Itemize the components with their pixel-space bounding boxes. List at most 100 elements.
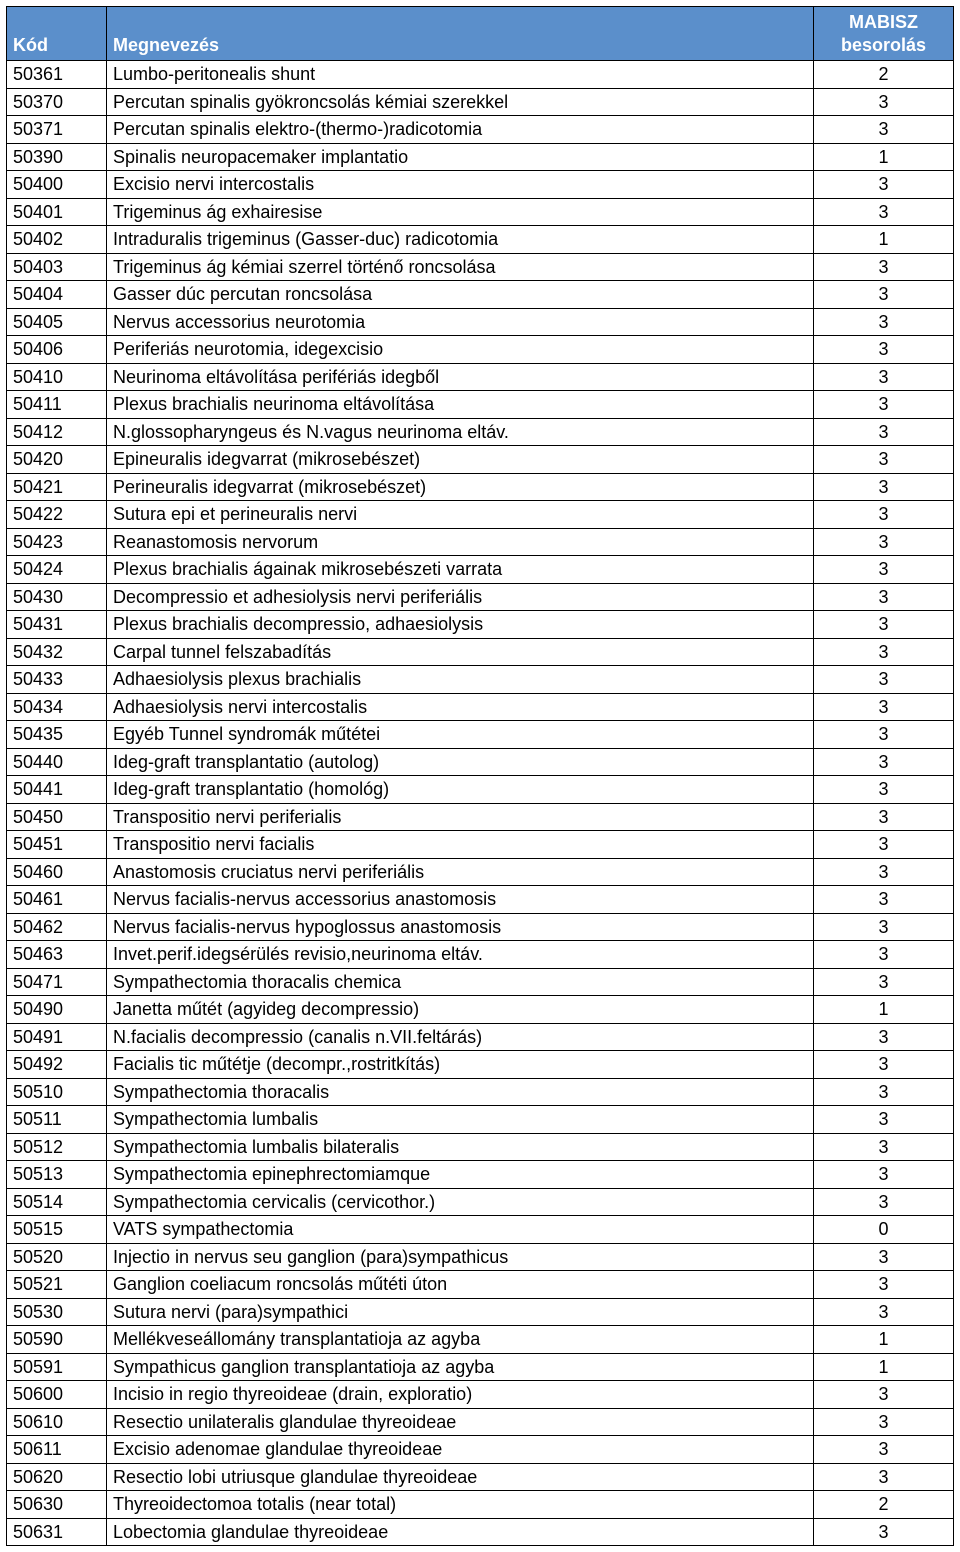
cell-class: 3 xyxy=(814,1051,954,1079)
cell-class: 3 xyxy=(814,446,954,474)
table-row: 50512Sympathectomia lumbalis bilateralis… xyxy=(7,1133,954,1161)
cell-name: N.facialis decompressio (canalis n.VII.f… xyxy=(107,1023,814,1051)
cell-name: Plexus brachialis ágainak mikrosebészeti… xyxy=(107,556,814,584)
table-row: 50412N.glossopharyngeus és N.vagus neuri… xyxy=(7,418,954,446)
cell-class: 3 xyxy=(814,1298,954,1326)
cell-name: Adhaesiolysis nervi intercostalis xyxy=(107,693,814,721)
cell-name: Egyéb Tunnel syndromák műtétei xyxy=(107,721,814,749)
cell-code: 50441 xyxy=(7,776,107,804)
cell-name: Facialis tic műtétje (decompr.,rostritkí… xyxy=(107,1051,814,1079)
cell-class: 3 xyxy=(814,1106,954,1134)
header-name: Megnevezés xyxy=(107,7,814,61)
cell-name: Sympathectomia lumbalis xyxy=(107,1106,814,1134)
cell-name: Epineuralis idegvarrat (mikrosebészet) xyxy=(107,446,814,474)
cell-class: 3 xyxy=(814,88,954,116)
cell-code: 50510 xyxy=(7,1078,107,1106)
table-row: 50405Nervus accessorius neurotomia3 xyxy=(7,308,954,336)
table-row: 50423Reanastomosis nervorum3 xyxy=(7,528,954,556)
table-row: 50401Trigeminus ág exhairesise3 xyxy=(7,198,954,226)
table-row: 50450Transpositio nervi periferialis3 xyxy=(7,803,954,831)
table-row: 50620Resectio lobi utriusque glandulae t… xyxy=(7,1463,954,1491)
table-row: 50461Nervus facialis-nervus accessorius … xyxy=(7,886,954,914)
cell-class: 3 xyxy=(814,693,954,721)
table-row: 50441Ideg-graft transplantatio (homológ)… xyxy=(7,776,954,804)
table-row: 50435Egyéb Tunnel syndromák műtétei3 xyxy=(7,721,954,749)
table-row: 50406Periferiás neurotomia, idegexcisio3 xyxy=(7,336,954,364)
cell-class: 1 xyxy=(814,1326,954,1354)
cell-class: 1 xyxy=(814,226,954,254)
cell-code: 50491 xyxy=(7,1023,107,1051)
table-row: 50630Thyreoidectomoa totalis (near total… xyxy=(7,1491,954,1519)
cell-code: 50511 xyxy=(7,1106,107,1134)
cell-class: 3 xyxy=(814,501,954,529)
cell-class: 3 xyxy=(814,363,954,391)
cell-code: 50492 xyxy=(7,1051,107,1079)
cell-class: 3 xyxy=(814,1463,954,1491)
data-table: Kód Megnevezés MABISZ besorolás 50361Lum… xyxy=(6,6,954,1546)
cell-class: 3 xyxy=(814,611,954,639)
cell-name: Excisio adenomae glandulae thyreoideae xyxy=(107,1436,814,1464)
cell-name: Ideg-graft transplantatio (homológ) xyxy=(107,776,814,804)
table-row: 50424Plexus brachialis ágainak mikrosebé… xyxy=(7,556,954,584)
cell-code: 50404 xyxy=(7,281,107,309)
table-header: Kód Megnevezés MABISZ besorolás xyxy=(7,7,954,61)
cell-class: 3 xyxy=(814,1188,954,1216)
cell-class: 2 xyxy=(814,1491,954,1519)
cell-name: Plexus brachialis decompressio, adhaesio… xyxy=(107,611,814,639)
cell-name: Thyreoidectomoa totalis (near total) xyxy=(107,1491,814,1519)
cell-class: 1 xyxy=(814,996,954,1024)
cell-class: 3 xyxy=(814,1078,954,1106)
cell-class: 1 xyxy=(814,143,954,171)
cell-name: Anastomosis cruciatus nervi periferiális xyxy=(107,858,814,886)
cell-name: Sympathectomia cervicalis (cervicothor.) xyxy=(107,1188,814,1216)
cell-class: 3 xyxy=(814,803,954,831)
cell-class: 3 xyxy=(814,308,954,336)
cell-code: 50630 xyxy=(7,1491,107,1519)
cell-class: 3 xyxy=(814,336,954,364)
cell-class: 3 xyxy=(814,638,954,666)
cell-code: 50461 xyxy=(7,886,107,914)
cell-name: N.glossopharyngeus és N.vagus neurinoma … xyxy=(107,418,814,446)
table-header-row: Kód Megnevezés MABISZ besorolás xyxy=(7,7,954,61)
cell-name: Reanastomosis nervorum xyxy=(107,528,814,556)
table-row: 50361Lumbo-peritonealis shunt2 xyxy=(7,61,954,89)
table-row: 50411Plexus brachialis neurinoma eltávol… xyxy=(7,391,954,419)
cell-code: 50432 xyxy=(7,638,107,666)
cell-code: 50424 xyxy=(7,556,107,584)
cell-code: 50423 xyxy=(7,528,107,556)
cell-code: 50421 xyxy=(7,473,107,501)
cell-name: Excisio nervi intercostalis xyxy=(107,171,814,199)
table-row: 50410Neurinoma eltávolítása perifériás i… xyxy=(7,363,954,391)
cell-code: 50440 xyxy=(7,748,107,776)
cell-code: 50520 xyxy=(7,1243,107,1271)
cell-name: Injectio in nervus seu ganglion (para)sy… xyxy=(107,1243,814,1271)
cell-name: Perineuralis idegvarrat (mikrosebészet) xyxy=(107,473,814,501)
table-row: 50511Sympathectomia lumbalis3 xyxy=(7,1106,954,1134)
cell-code: 50512 xyxy=(7,1133,107,1161)
table-row: 50421Perineuralis idegvarrat (mikrosebés… xyxy=(7,473,954,501)
cell-code: 50403 xyxy=(7,253,107,281)
table-row: 50521Ganglion coeliacum roncsolás műtéti… xyxy=(7,1271,954,1299)
cell-code: 50422 xyxy=(7,501,107,529)
cell-code: 50600 xyxy=(7,1381,107,1409)
cell-code: 50361 xyxy=(7,61,107,89)
cell-class: 3 xyxy=(814,1408,954,1436)
cell-class: 3 xyxy=(814,1161,954,1189)
cell-class: 3 xyxy=(814,171,954,199)
cell-name: Nervus facialis-nervus hypoglossus anast… xyxy=(107,913,814,941)
cell-class: 3 xyxy=(814,473,954,501)
cell-name: Carpal tunnel felszabadítás xyxy=(107,638,814,666)
cell-code: 50410 xyxy=(7,363,107,391)
cell-name: Sympathicus ganglion transplantatioja az… xyxy=(107,1353,814,1381)
cell-code: 50411 xyxy=(7,391,107,419)
table-row: 50491N.facialis decompressio (canalis n.… xyxy=(7,1023,954,1051)
header-code: Kód xyxy=(7,7,107,61)
table-row: 50431Plexus brachialis decompressio, adh… xyxy=(7,611,954,639)
cell-name: Transpositio nervi facialis xyxy=(107,831,814,859)
cell-class: 3 xyxy=(814,1133,954,1161)
cell-class: 3 xyxy=(814,666,954,694)
table-row: 50404Gasser dúc percutan roncsolása3 xyxy=(7,281,954,309)
cell-class: 0 xyxy=(814,1216,954,1244)
cell-class: 3 xyxy=(814,968,954,996)
cell-name: Invet.perif.idegsérülés revisio,neurinom… xyxy=(107,941,814,969)
